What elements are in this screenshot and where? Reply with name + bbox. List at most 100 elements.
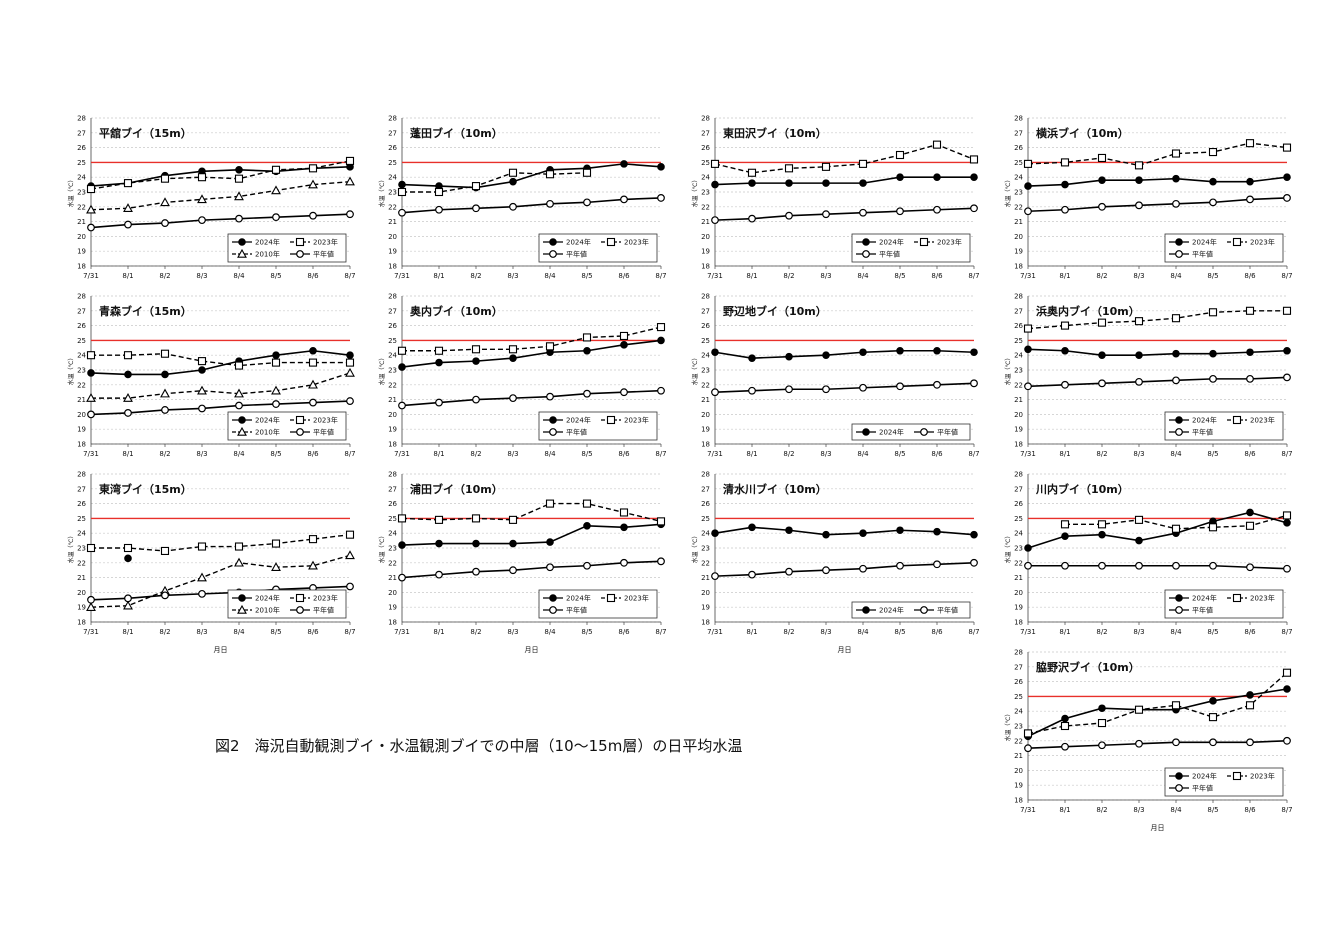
x-tick-label: 8/5 <box>1207 806 1218 814</box>
data-point <box>620 341 628 349</box>
y-tick-label: 25 <box>77 159 86 167</box>
legend-marker <box>1175 594 1183 602</box>
data-point <box>546 199 554 208</box>
x-tick-label: 8/4 <box>1170 272 1182 280</box>
data-point <box>619 331 629 341</box>
data-point <box>583 346 591 355</box>
legend-marker <box>862 428 870 436</box>
legend-label: 2023年 <box>313 594 338 603</box>
y-tick-label: 19 <box>77 248 86 256</box>
data-point <box>657 386 665 395</box>
series-line <box>1027 740 1288 749</box>
data-point <box>235 214 243 223</box>
data-point <box>398 180 406 189</box>
y-tick-label: 25 <box>701 515 710 523</box>
data-point <box>198 366 206 374</box>
y-tick-label: 24 <box>77 352 86 360</box>
y-axis-label: 水温（℃） <box>378 533 386 564</box>
y-tick-label: 19 <box>388 426 397 434</box>
data-point <box>785 385 793 394</box>
legend-label: 2010年 <box>255 606 280 615</box>
y-tick-label: 19 <box>1014 782 1023 790</box>
legend-label: 2023年 <box>1250 594 1275 603</box>
data-point <box>620 160 628 168</box>
data-point <box>1246 195 1254 204</box>
data-point <box>1208 523 1218 532</box>
data-point <box>509 539 517 548</box>
x-tick-label: 7/31 <box>394 628 410 636</box>
legend-box <box>1164 589 1284 619</box>
data-point <box>123 543 133 553</box>
x-tick-label: 7/31 <box>394 450 410 458</box>
x-tick-label: 7/31 <box>707 628 723 636</box>
y-tick-label: 27 <box>77 307 86 315</box>
data-point <box>1171 524 1181 533</box>
y-tick-label: 19 <box>701 426 710 434</box>
x-tick-label: 8/4 <box>1170 450 1182 458</box>
data-point <box>234 361 244 370</box>
y-tick-label: 22 <box>388 381 397 389</box>
data-point <box>509 202 517 211</box>
legend-marker <box>1175 772 1183 780</box>
data-point <box>1097 153 1107 163</box>
legend-label: 2024年 <box>1192 416 1217 425</box>
y-tick-label: 19 <box>388 248 397 256</box>
data-point <box>1171 701 1181 710</box>
data-point <box>161 370 169 379</box>
x-tick-label: 8/3 <box>507 628 518 636</box>
data-point <box>785 567 793 576</box>
data-point <box>1061 742 1069 751</box>
legend-marker <box>237 248 247 258</box>
x-tick-label: 8/1 <box>122 272 133 280</box>
y-tick-label: 23 <box>388 545 397 553</box>
data-point <box>161 591 169 600</box>
y-tick-label: 25 <box>701 337 710 345</box>
y-tick-label: 22 <box>77 559 86 567</box>
data-point <box>822 385 830 394</box>
y-tick-label: 22 <box>701 559 710 567</box>
x-tick-label: 8/4 <box>1170 806 1182 814</box>
x-tick-label: 8/7 <box>655 450 666 458</box>
data-point <box>1098 561 1106 570</box>
legend-label: 平年値 <box>566 250 587 259</box>
x-tick-label: 8/4 <box>1170 628 1182 636</box>
series-line <box>1027 511 1288 549</box>
legend-marker <box>237 604 247 614</box>
data-point <box>87 369 95 377</box>
x-tick-label: 8/6 <box>1244 272 1256 280</box>
x-tick-label: 7/31 <box>1020 628 1036 636</box>
chart-title: 蓬田ブイ（10m） <box>410 126 503 140</box>
data-point <box>434 346 444 355</box>
chart-title: 川内ブイ（10m） <box>1035 482 1129 496</box>
data-point <box>859 179 867 187</box>
y-tick-label: 21 <box>701 218 710 226</box>
data-point <box>1135 377 1143 386</box>
x-tick-label: 8/6 <box>931 628 943 636</box>
data-point <box>1098 202 1106 211</box>
y-tick-label: 21 <box>1014 218 1023 226</box>
legend-marker <box>296 250 304 258</box>
data-point <box>160 349 170 358</box>
x-tick-label: 8/1 <box>1059 450 1070 458</box>
data-point <box>748 386 756 395</box>
data-point <box>509 354 517 362</box>
series-line <box>1027 197 1288 213</box>
data-point <box>1283 519 1291 527</box>
legend-label: 平年値 <box>1192 428 1213 437</box>
data-point <box>933 560 941 569</box>
y-tick-label: 23 <box>701 189 710 197</box>
data-point <box>271 385 281 395</box>
y-tick-label: 21 <box>77 574 86 582</box>
x-tick-label: 8/2 <box>159 272 170 280</box>
y-tick-label: 24 <box>1014 530 1023 538</box>
legend-label: 2024年 <box>879 428 904 437</box>
x-tick-label: 8/4 <box>233 450 245 458</box>
data-point <box>1097 520 1107 529</box>
data-point <box>435 398 443 407</box>
series-line <box>1027 376 1288 388</box>
legend-marker <box>296 606 304 614</box>
data-point <box>271 165 281 174</box>
data-point <box>1135 536 1143 545</box>
data-point <box>1245 139 1255 148</box>
data-point <box>198 589 206 598</box>
